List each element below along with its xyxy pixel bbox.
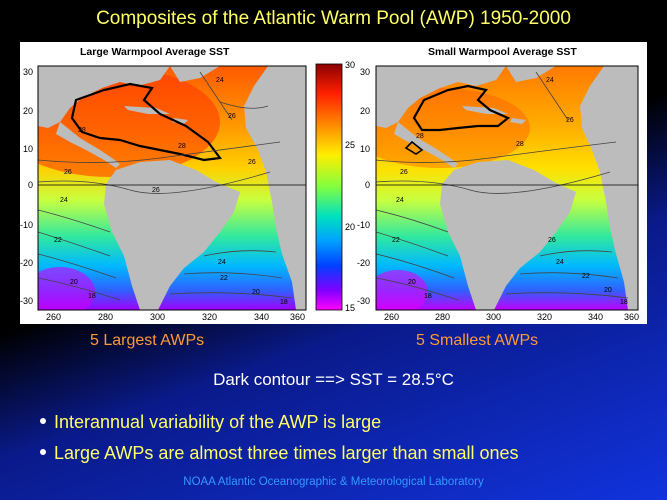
right-contour-label: 28 <box>516 141 524 148</box>
left-contour-label: 20 <box>70 279 78 286</box>
left-contour-label: 18 <box>88 293 96 300</box>
colorbar-tick: 25 <box>345 140 356 150</box>
right-y-tick: -30 <box>357 296 371 306</box>
right-contour-label: 28 <box>416 133 424 140</box>
right-y-tick: 10 <box>360 144 371 154</box>
left-contour-label: 24 <box>218 259 226 266</box>
left-contour-label: 24 <box>216 77 224 84</box>
right-contour-label: 24 <box>546 77 554 84</box>
left-y-tick: -10 <box>20 220 34 230</box>
right-y-tick: -20 <box>357 258 371 268</box>
left-contour-label: 18 <box>280 299 288 306</box>
left-contour-label: 26 <box>64 169 72 176</box>
right-contour-label: 20 <box>604 287 612 294</box>
right-y-tick: -10 <box>357 220 371 230</box>
left-contour-label: 26 <box>228 113 236 120</box>
right-contour-label: 18 <box>424 293 432 300</box>
left-map: 24 26 28 28 26 24 22 20 18 24 22 20 18 2… <box>37 65 307 311</box>
left-contour-label: 24 <box>60 197 68 204</box>
bullet-text: Interannual variability of the AWP is la… <box>54 412 382 432</box>
left-x-tick: 260 <box>46 312 62 322</box>
left-contour-label: 22 <box>54 237 62 244</box>
right-y-tick: 20 <box>360 106 371 116</box>
right-x-tick: 340 <box>588 312 604 322</box>
right-x-tick: 300 <box>486 312 502 322</box>
colorbar-tick: 20 <box>345 222 356 232</box>
right-contour-label: 22 <box>392 237 400 244</box>
left-x-tick: 360 <box>290 312 306 322</box>
left-contour-label: 26 <box>152 187 160 194</box>
right-contour-label: 24 <box>556 259 564 266</box>
left-x-tick: 300 <box>150 312 166 322</box>
bullet-text: Large AWPs are almost three times larger… <box>54 443 519 463</box>
right-y-tick: 0 <box>365 180 371 190</box>
left-x-tick: 340 <box>254 312 270 322</box>
left-y-tick: -20 <box>20 258 34 268</box>
right-caption: 5 Smallest AWPs <box>416 332 539 349</box>
right-contour-label: 26 <box>548 237 556 244</box>
left-y-tick: 0 <box>28 180 34 190</box>
colorbar-tick: 30 <box>345 60 356 70</box>
left-contour-label: 28 <box>78 127 86 134</box>
left-y-tick: 10 <box>23 144 34 154</box>
right-contour-label: 22 <box>582 273 590 280</box>
right-x-tick: 320 <box>537 312 553 322</box>
right-x-tick: 360 <box>624 312 640 322</box>
left-contour-label: 22 <box>220 275 228 282</box>
right-map: 24 26 28 28 26 24 22 20 18 26 24 22 20 1… <box>375 65 639 311</box>
right-x-tick: 260 <box>384 312 400 322</box>
left-y-tick: 20 <box>23 106 34 116</box>
left-x-tick: 320 <box>202 312 218 322</box>
left-panel-title: Large Warmpool Average SST <box>80 46 230 58</box>
left-x-tick: 280 <box>98 312 114 322</box>
contour-note: Dark contour ==> SST = 28.5°C <box>213 370 454 389</box>
right-contour-label: 26 <box>400 169 408 176</box>
left-contour-label: 28 <box>178 143 186 150</box>
left-y-tick: 30 <box>23 67 34 77</box>
colorbar-tick: 15 <box>345 303 356 313</box>
bullet-item: Large AWPs are almost three times larger… <box>40 443 519 464</box>
left-contour-label: 26 <box>248 159 256 166</box>
sst-figure: 24 26 28 28 26 24 22 20 18 24 22 20 18 2… <box>20 42 647 324</box>
slide-title: Composites of the Atlantic Warm Pool (AW… <box>96 8 571 29</box>
footer-credit: NOAA Atlantic Oceanographic & Meteorolog… <box>183 476 484 488</box>
colorbar <box>315 63 343 311</box>
right-panel-title: Small Warmpool Average SST <box>428 46 577 58</box>
left-y-tick: -30 <box>20 296 34 306</box>
bullet-dot-icon <box>40 449 46 456</box>
sst-maps-svg: 24 26 28 28 26 24 22 20 18 24 22 20 18 2… <box>37 63 639 311</box>
right-contour-label: 24 <box>396 197 404 204</box>
bullet-dot-icon <box>40 418 46 425</box>
right-contour-label: 20 <box>408 279 416 286</box>
left-contour-label: 20 <box>252 289 260 296</box>
right-contour-label: 26 <box>566 117 574 124</box>
right-y-tick: 30 <box>360 67 371 77</box>
right-contour-label: 18 <box>620 299 628 306</box>
left-caption: 5 Largest AWPs <box>90 332 205 349</box>
bullet-item: Interannual variability of the AWP is la… <box>40 412 381 433</box>
right-x-tick: 280 <box>435 312 451 322</box>
